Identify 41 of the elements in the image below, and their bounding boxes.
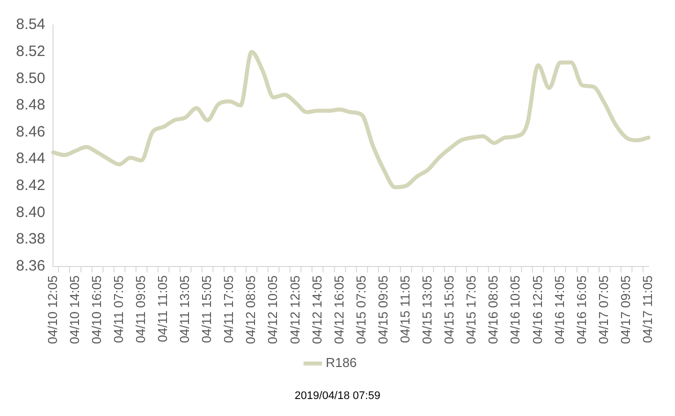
x-tick-label: 04/15 17:05	[464, 275, 479, 344]
y-tick-label: 8.38	[16, 230, 46, 248]
x-tick-label: 04/17 09:05	[618, 275, 633, 344]
x-tick-label: 04/12 08:05	[243, 275, 258, 344]
x-tick-label: 04/17 07:05	[596, 275, 611, 344]
x-tick-label: 04/15 09:05	[375, 275, 390, 344]
x-tick-label: 04/11 09:05	[132, 275, 148, 344]
x-tick-label: 04/10 12:05	[44, 275, 60, 344]
x-tick-label: 04/11 17:05	[221, 275, 236, 344]
x-tick-label: 04/17 11:05	[640, 275, 655, 344]
line-series	[51, 50, 650, 190]
x-tick-label: 04/15 13:05	[420, 275, 435, 344]
x-tick-label: 04/15 15:05	[442, 275, 457, 344]
x-tick-label: 04/16 12:05	[530, 275, 545, 344]
y-tick-label: 8.40	[16, 204, 46, 221]
x-tick-label: 04/16 10:05	[508, 275, 523, 344]
y-tick-label: 8.46	[16, 123, 46, 140]
text: 2019/04/18 07:59	[294, 390, 382, 402]
y-tick-label: 8.54	[16, 16, 46, 34]
x-tick-label: 04/11 07:05	[110, 275, 126, 344]
x-tick-label: 04/15 11:05	[397, 275, 412, 344]
x-tick-label: 04/16 08:05	[486, 275, 501, 344]
y-tick-label: 8.44	[16, 150, 46, 168]
x-tick-label: 04/10 14:05	[66, 275, 82, 344]
legend-label: R186	[326, 355, 357, 370]
x-tick-label: 04/10 16:05	[88, 275, 104, 344]
y-tick-label: 8.36	[16, 257, 46, 274]
x-tick-label: 04/12 16:05	[331, 275, 346, 344]
x-tick-label: 04/12 10:05	[265, 275, 280, 344]
x-tick-label: 04/12 14:05	[309, 275, 324, 344]
y-tick-label: 8.48	[16, 96, 46, 114]
x-tick-label: 04/16 14:05	[552, 275, 567, 344]
x-tick-label: 04/16 16:05	[574, 275, 589, 344]
y-tick-label: 8.52	[16, 42, 46, 60]
x-tick-label: 04/15 07:05	[353, 275, 368, 344]
x-tick-label: 04/11 15:05	[199, 275, 214, 344]
x-tick-label: 04/11 13:05	[177, 275, 192, 344]
y-tick-label: 8.42	[16, 177, 46, 194]
x-tick-label: 04/11 11:05	[154, 275, 170, 342]
x-tick-label: 04/12 12:05	[287, 275, 302, 344]
y-tick-label: 8.50	[16, 70, 46, 87]
